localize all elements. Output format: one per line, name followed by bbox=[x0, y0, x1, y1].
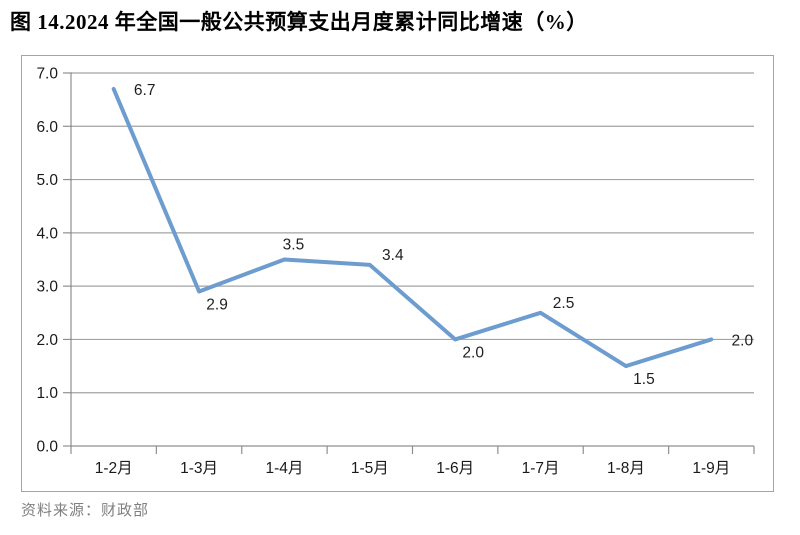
x-tick-label: 1-4月 bbox=[265, 460, 303, 477]
x-tick-label: 1-9月 bbox=[692, 460, 730, 477]
y-tick-label: 7.0 bbox=[36, 66, 58, 83]
data-point-label: 3.4 bbox=[382, 247, 404, 264]
data-series-line bbox=[111, 86, 714, 369]
data-point-label: 2.9 bbox=[206, 296, 228, 313]
x-tick-label: 1-6月 bbox=[436, 460, 474, 477]
x-tick-label: 1-3月 bbox=[180, 460, 218, 477]
source-note: 资料来源：财政部 bbox=[21, 503, 150, 519]
y-tick-label: 0.0 bbox=[36, 439, 58, 456]
y-tick-label: 5.0 bbox=[36, 172, 58, 189]
data-point-label: 3.5 bbox=[283, 237, 305, 254]
chart-frame: 0.0 1.0 2.0 3.0 4.0 5.0 6.0 7.0 1-2月 1-3月 1-4月 1-5月… bbox=[21, 55, 774, 492]
y-tick-label: 6.0 bbox=[36, 119, 58, 136]
y-tick-label: 1.0 bbox=[36, 385, 58, 402]
x-tick-label: 1-7月 bbox=[522, 460, 560, 477]
y-tick-label: 4.0 bbox=[36, 225, 58, 242]
x-tick-label: 1-8月 bbox=[607, 460, 645, 477]
y-tick-label: 3.0 bbox=[36, 279, 58, 296]
x-tick-label: 1-5月 bbox=[351, 460, 389, 477]
data-point-label: 6.7 bbox=[134, 82, 156, 99]
chart-title: 图 14.2024 年全国一般公共预算支出月度累计同比增速（%） bbox=[10, 10, 588, 34]
line-chart: 0.0 1.0 2.0 3.0 4.0 5.0 6.0 7.0 1-2月 1-3月 1-4月 1-5月… bbox=[36, 66, 755, 477]
data-point-label: 1.5 bbox=[633, 371, 655, 388]
data-point-label: 2.0 bbox=[732, 332, 754, 349]
y-tick-label: 2.0 bbox=[36, 332, 58, 349]
x-tick-label: 1-2月 bbox=[95, 460, 133, 477]
data-point-label: 2.5 bbox=[553, 295, 575, 312]
data-point-label: 2.0 bbox=[462, 344, 484, 361]
